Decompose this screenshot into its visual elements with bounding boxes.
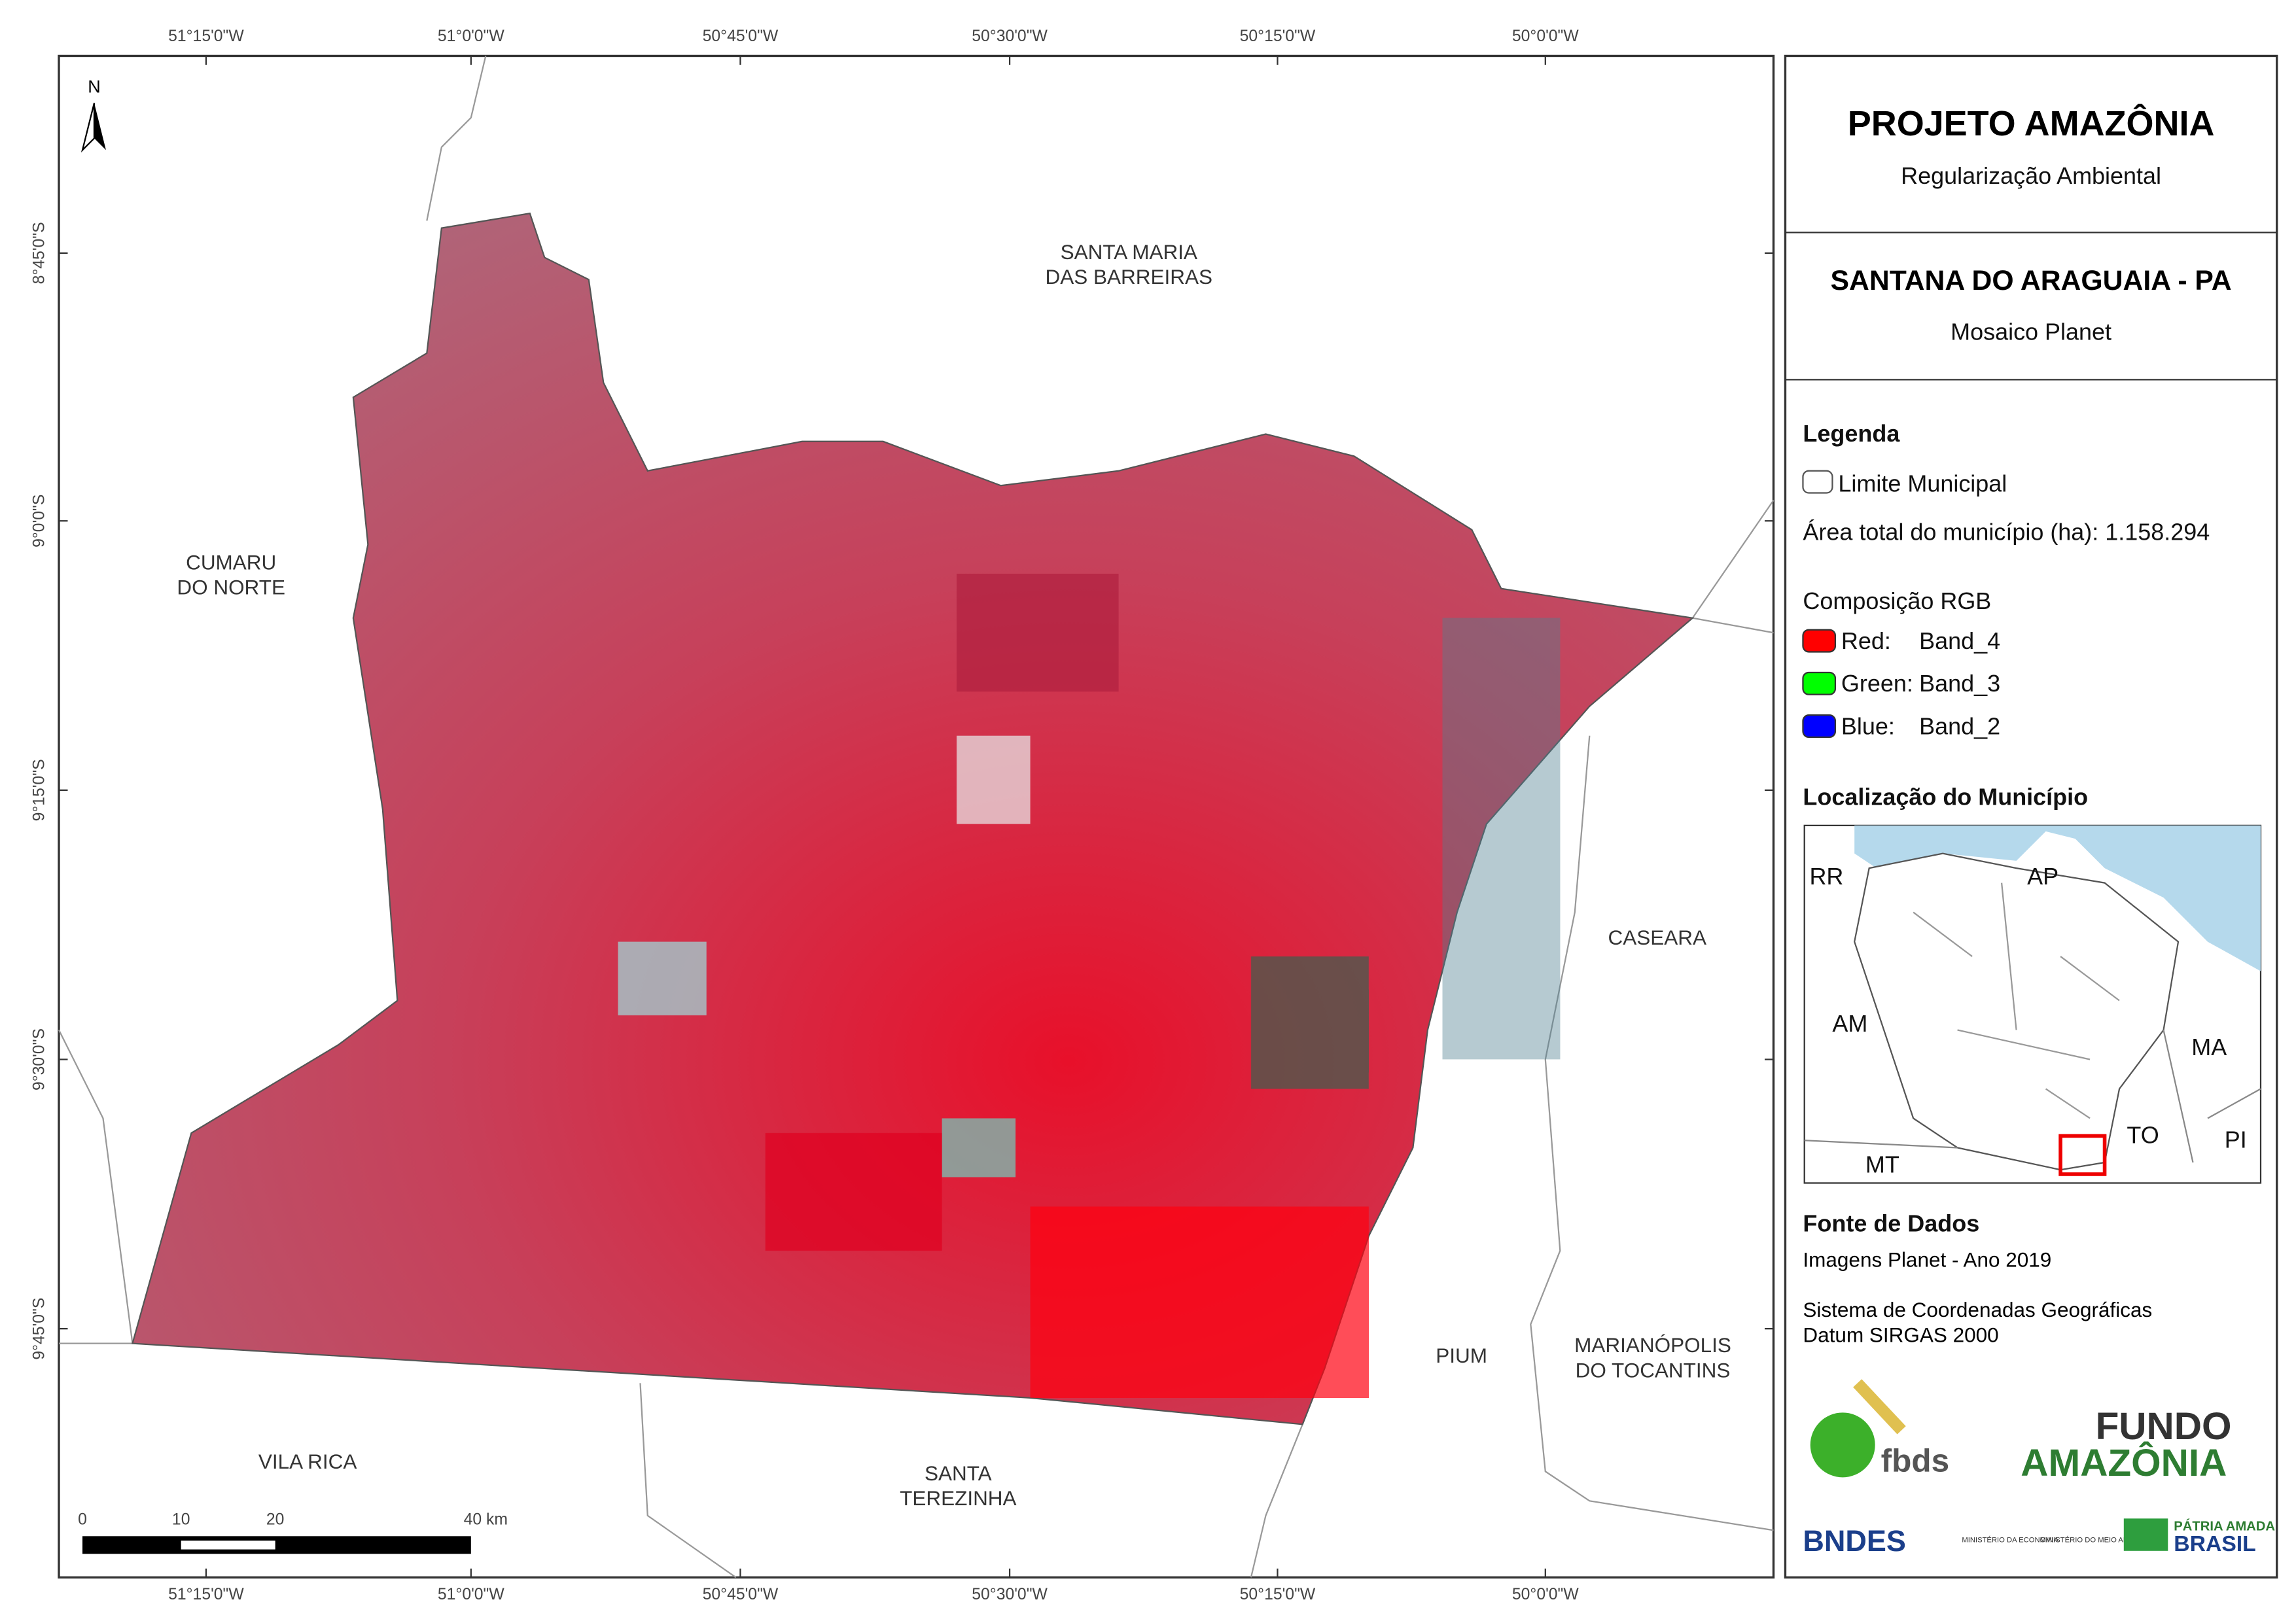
- rgb-band: Band_2: [1919, 712, 2000, 739]
- scale-label: 10: [172, 1510, 190, 1528]
- lon-label: 51°0'0"W: [438, 1586, 504, 1603]
- lon-label: 50°15'0"W: [1240, 27, 1316, 45]
- lon-label: 50°45'0"W: [703, 1586, 779, 1603]
- place-label: TEREZINHA: [900, 1486, 1016, 1510]
- rgb-swatch: [1802, 629, 1837, 653]
- mosaic: Mosaico Planet: [1951, 319, 2111, 345]
- place-label: DAS BARREIRAS: [1046, 265, 1212, 288]
- lon-label: 51°15'0"W: [168, 27, 244, 45]
- municipality-image: [132, 212, 1695, 1425]
- scale-label: 40 km: [464, 1510, 508, 1528]
- place-label: CUMARU: [186, 550, 276, 574]
- state-label: MA: [2191, 1034, 2227, 1060]
- state-label: MT: [1865, 1151, 1899, 1178]
- place-label: DO NORTE: [177, 576, 285, 599]
- graticule: 51°15'0"W 51°15'0"W 51°0'0"W 51°0'0"W 50°45'…: [31, 27, 1774, 1603]
- location-map: [1803, 824, 2262, 1184]
- logo-text: FUNDO: [2096, 1405, 2232, 1448]
- state-label: TO: [2127, 1122, 2159, 1149]
- logos: fbds FUNDO AMAZÔNIA BNDES MINISTÉRIO DA …: [1803, 1379, 2275, 1558]
- lon-label: 50°30'0"W: [972, 1586, 1048, 1603]
- lat-label: 9°30'0"S: [31, 1028, 48, 1091]
- lat-label: 9°45'0"S: [31, 1298, 48, 1360]
- rgb-label: Green:: [1841, 670, 1913, 697]
- rgb-band: Band_3: [1919, 670, 2000, 697]
- scale-label: 20: [266, 1510, 285, 1528]
- lon-label: 50°15'0"W: [1240, 1586, 1316, 1603]
- subtitle: Regularização Ambiental: [1901, 162, 2161, 189]
- title: PROJETO AMAZÔNIA: [1848, 103, 2215, 143]
- state-label: RR: [1809, 863, 1843, 890]
- image-patches: [618, 574, 1561, 1398]
- place-label: CASEARA: [1608, 926, 1706, 949]
- limit-swatch: [1802, 470, 1833, 494]
- lat-label: 9°0'0"S: [31, 495, 48, 548]
- lat-label: 9°15'0"S: [31, 759, 48, 821]
- rgb-label: Red:: [1841, 627, 1891, 654]
- rgb-label: Blue:: [1841, 712, 1895, 739]
- side-panel: [1784, 54, 2278, 1579]
- north-arrow: N: [80, 77, 106, 153]
- logo-text: BNDES: [1803, 1524, 1905, 1558]
- municipality: SANTANA DO ARAGUAIA - PA: [1831, 265, 2232, 296]
- lat-label: 8°45'0"S: [31, 222, 48, 284]
- lon-label: 50°0'0"W: [1512, 1586, 1579, 1603]
- place-label: MARIANÓPOLIS: [1574, 1333, 1731, 1357]
- logo-text: fbds: [1881, 1442, 1949, 1478]
- neighbor-boundaries: [58, 56, 1775, 1579]
- rgb-swatch: [1802, 714, 1837, 739]
- north-label: N: [88, 77, 101, 97]
- logo-text: PÁTRIA AMADA: [2174, 1518, 2275, 1533]
- lon-label: 50°30'0"W: [972, 27, 1048, 45]
- rgb-band: Band_4: [1919, 627, 2000, 654]
- state-label: AP: [2027, 863, 2058, 890]
- place-label: DO TOCANTINS: [1576, 1358, 1731, 1382]
- legend-title: Legenda: [1803, 420, 1900, 447]
- state-label: PI: [2225, 1126, 2247, 1153]
- place-label: SANTA: [925, 1461, 992, 1485]
- state-labels: RR AP AM MA TO PI MT: [1809, 863, 2246, 1178]
- lon-label: 50°45'0"W: [703, 27, 779, 45]
- source-line: Imagens Planet - Ano 2019: [1803, 1248, 2051, 1272]
- rgb-title: Composição RGB: [1803, 587, 1991, 614]
- source-line: Sistema de Coordenadas Geográficas: [1803, 1298, 2152, 1321]
- scale-bar: 0 10 20 40 km: [78, 1510, 508, 1554]
- source-line: Datum SIRGAS 2000: [1803, 1323, 1998, 1346]
- location-title: Localização do Município: [1803, 783, 2088, 810]
- scale-label: 0: [78, 1510, 87, 1528]
- rgb-swatch: [1802, 671, 1837, 695]
- lon-label: 51°0'0"W: [438, 27, 504, 45]
- sources-title: Fonte de Dados: [1803, 1210, 1979, 1237]
- area-text: Área total do município (ha): 1.158.294: [1803, 519, 2210, 546]
- place-label: SANTA MARIA: [1061, 240, 1197, 264]
- lon-label: 51°15'0"W: [168, 1586, 244, 1603]
- place-label: PIUM: [1436, 1344, 1487, 1367]
- place-label: VILA RICA: [258, 1450, 357, 1473]
- logo-text: MINISTÉRIO DA ECONOMIA: [1962, 1535, 2058, 1544]
- legend-item: Limite Municipal: [1838, 470, 2007, 497]
- logo-text: AMAZÔNIA: [2021, 1440, 2227, 1484]
- state-label: AM: [1832, 1010, 1867, 1037]
- lon-label: 50°0'0"W: [1512, 27, 1579, 45]
- logo-text: BRASIL: [2174, 1531, 2256, 1556]
